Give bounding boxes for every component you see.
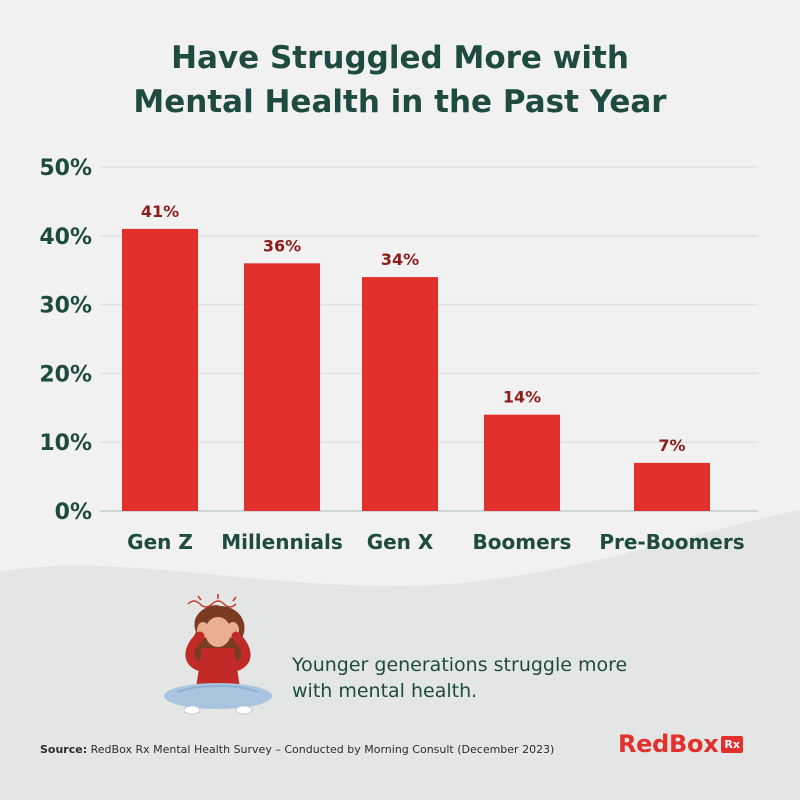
data-label: 41% xyxy=(141,202,179,221)
source-note: Source: RedBox Rx Mental Health Survey –… xyxy=(40,743,554,756)
bar xyxy=(122,228,198,512)
data-label: 14% xyxy=(503,388,541,407)
y-axis-ticks: 0% 10% 20% 30% 40% 50% xyxy=(39,156,92,525)
data-label: 7% xyxy=(658,436,685,455)
data-label: 34% xyxy=(381,250,419,269)
x-tick-label: Gen X xyxy=(367,530,434,554)
x-tick-label: Pre-Boomers xyxy=(599,530,744,554)
y-tick-label: 20% xyxy=(39,362,92,387)
stressed-person-illustration xyxy=(164,594,272,715)
source-text: RedBox Rx Mental Health Survey – Conduct… xyxy=(87,743,555,756)
x-tick-label: Millennials xyxy=(221,530,343,554)
redbox-rx-logo: RedBox Rx xyxy=(618,730,743,758)
chart-title: Have Struggled More with Mental Health i… xyxy=(0,36,800,124)
x-tick-label: Gen Z xyxy=(127,530,193,554)
y-tick-label: 30% xyxy=(39,294,92,319)
y-tick-label: 40% xyxy=(39,225,92,250)
caption: Younger generations struggle more with m… xyxy=(292,652,692,704)
x-axis-ticks: Gen Z Millennials Gen X Boomers Pre-Boomers xyxy=(127,530,744,554)
data-labels: 41% 36% 34% 14% 7% xyxy=(141,202,686,455)
y-tick-label: 0% xyxy=(55,500,92,525)
y-tick-label: 10% xyxy=(39,431,92,456)
bar xyxy=(634,462,710,511)
source-label: Source: xyxy=(40,743,88,756)
x-tick-label: Boomers xyxy=(473,530,572,554)
logo-rx-badge: Rx xyxy=(721,735,743,753)
logo-wordmark: RedBox xyxy=(618,730,719,758)
y-tick-label: 50% xyxy=(39,156,92,181)
bar xyxy=(244,263,320,511)
caption-line-2: with mental health. xyxy=(292,680,478,702)
bar xyxy=(362,277,438,511)
caption-line-1: Younger generations struggle more xyxy=(292,654,628,676)
bars xyxy=(122,228,710,512)
chart-title-line-1: Have Struggled More with xyxy=(171,40,629,76)
bar xyxy=(484,414,560,511)
data-label: 36% xyxy=(263,236,301,255)
chart-title-line-2: Mental Health in the Past Year xyxy=(133,84,667,120)
